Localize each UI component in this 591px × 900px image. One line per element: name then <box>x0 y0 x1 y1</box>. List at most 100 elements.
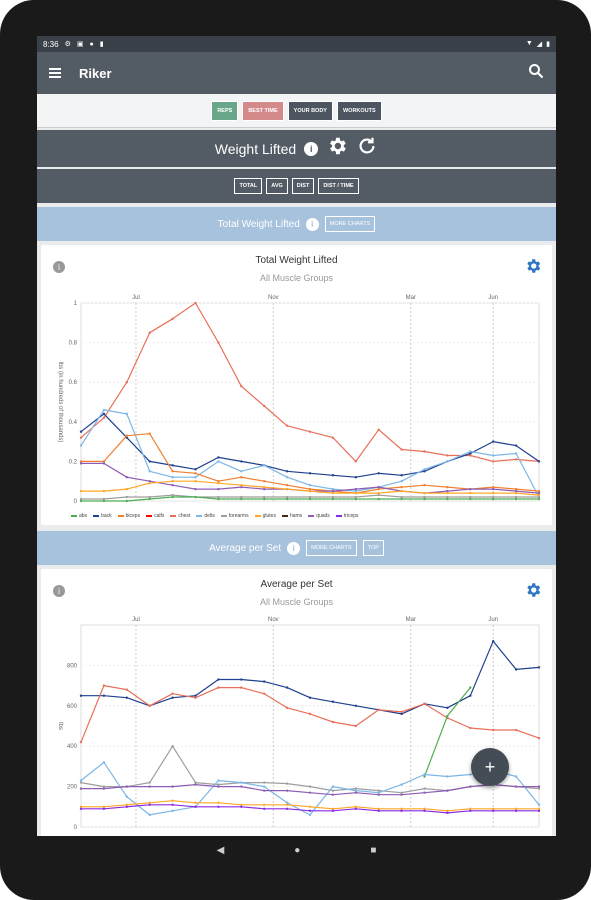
legend-item-glutes[interactable]: glutes <box>254 513 276 519</box>
data-point-glutes <box>354 805 357 808</box>
add-button[interactable]: + <box>471 748 509 786</box>
refresh-icon[interactable] <box>356 135 378 163</box>
data-point-chest <box>102 684 106 687</box>
data-point-glutes <box>377 807 380 811</box>
legend-item-quads[interactable]: quads <box>308 513 330 519</box>
data-point-chest <box>354 460 357 463</box>
data-point-chest <box>400 710 403 714</box>
data-point-abs <box>79 499 83 503</box>
data-point-forearms <box>331 789 335 792</box>
y-axis-label: lbs <box>57 722 63 730</box>
legend-item-triceps[interactable]: triceps <box>335 513 359 519</box>
data-point-chest <box>514 728 518 732</box>
data-point-back <box>514 668 518 671</box>
top-button[interactable]: TOP <box>362 540 384 556</box>
data-point-back <box>240 460 243 463</box>
tab-your-body[interactable]: YOUR BODY <box>287 100 333 121</box>
data-point-glutes <box>377 491 380 495</box>
data-point-abs <box>194 495 197 499</box>
recents-icon[interactable]: ■ <box>370 844 377 856</box>
data-point-abs <box>125 499 128 503</box>
more-charts-button[interactable]: MORE CHARTS <box>306 540 357 556</box>
info-icon[interactable]: i <box>305 217 319 231</box>
home-icon[interactable]: ● <box>294 844 301 856</box>
data-point-quads <box>217 487 220 491</box>
data-point-forearms <box>400 791 403 794</box>
data-point-quads <box>125 476 128 479</box>
more-charts-button[interactable]: MORE CHARTS <box>324 216 376 232</box>
data-point-delts <box>148 813 151 817</box>
data-point-glutes <box>194 801 197 804</box>
data-point-glutes <box>125 803 128 806</box>
data-point-chest <box>446 454 449 457</box>
legend-swatch <box>71 515 77 517</box>
legend-label: back <box>101 513 112 519</box>
y-tick-label: 800 <box>67 663 78 669</box>
legend-item-back[interactable]: back <box>93 513 112 519</box>
data-point-triceps <box>377 809 380 813</box>
chart-gear-icon[interactable] <box>524 581 542 604</box>
legend-item-biceps[interactable]: biceps <box>117 513 140 519</box>
legend-swatch <box>220 515 227 517</box>
chart-legend: abs back biceps calfs chest delts forearms glut… <box>71 513 359 519</box>
status-bar: 8:36 ⚙ ▣ ● ▮ ▼ ◢ ▮ <box>37 36 556 52</box>
chart-info-icon[interactable]: i <box>53 585 65 597</box>
data-point-biceps <box>377 487 380 491</box>
data-point-glutes <box>400 807 403 811</box>
aggregation-bar: TOTAL AVG DIST DIST / TIME <box>37 169 556 203</box>
info-icon[interactable]: i <box>304 141 319 156</box>
data-point-chest <box>377 708 380 712</box>
data-point-quads <box>194 783 197 786</box>
info-icon[interactable]: i <box>287 541 301 555</box>
legend-item-hams[interactable]: hams <box>281 513 302 519</box>
data-point-abs <box>217 497 220 501</box>
legend-swatch <box>254 515 261 517</box>
avg-button[interactable]: AVG <box>266 178 288 194</box>
tab-reps[interactable]: REPS <box>211 100 239 121</box>
legend-item-calfs[interactable]: calfs <box>146 513 164 519</box>
data-point-quads <box>331 793 335 796</box>
data-point-quads <box>125 785 128 788</box>
dist-button[interactable]: DIST <box>291 178 315 194</box>
tab-workouts[interactable]: WORKOUTS <box>336 100 382 121</box>
data-point-glutes <box>285 487 289 491</box>
data-point-quads <box>354 487 357 491</box>
chart-title: Average per Set <box>260 579 333 590</box>
dist-time-button[interactable]: DIST / TIME <box>318 178 359 194</box>
data-point-delts <box>514 452 518 455</box>
data-point-glutes <box>240 803 243 806</box>
data-point-abs <box>148 497 151 501</box>
legend-label: triceps <box>343 513 359 519</box>
menu-icon[interactable] <box>49 68 61 78</box>
data-point-back <box>469 452 472 455</box>
data-point-back <box>423 470 426 473</box>
gear-icon[interactable] <box>326 135 348 163</box>
data-point-forearms <box>446 495 449 499</box>
legend-item-abs[interactable]: abs <box>71 513 87 519</box>
chart-gear-icon[interactable] <box>524 257 542 280</box>
data-point-glutes <box>240 483 243 487</box>
data-point-abs <box>354 497 357 501</box>
total-weight-chart[interactable]: 0 0.2 0.4 0.6 0.8 1 Jul Nov Mar Jun lbs (in hundre… <box>41 245 552 525</box>
average-per-set-chart[interactable]: 0 200 400 600 800 Jul Nov Mar Jun lbs <box>41 569 552 839</box>
total-button[interactable]: TOTAL <box>234 178 263 194</box>
data-point-back <box>331 474 335 477</box>
data-point-back <box>400 712 403 716</box>
data-point-quads <box>148 785 151 788</box>
search-icon[interactable] <box>528 63 544 84</box>
back-icon[interactable]: ◀ <box>216 844 225 856</box>
data-point-delts <box>308 483 312 487</box>
data-point-glutes <box>354 491 357 495</box>
wifi-icon: ▼ <box>525 40 533 47</box>
legend-item-forearms[interactable]: forearms <box>220 513 249 519</box>
data-point-abs <box>102 499 106 503</box>
data-point-triceps <box>423 809 426 813</box>
data-point-back <box>285 686 289 689</box>
legend-item-delts[interactable]: delts <box>196 513 215 519</box>
tab-best-time[interactable]: BEST TIME <box>242 100 284 121</box>
data-point-glutes <box>102 805 106 808</box>
chart-info-icon[interactable]: i <box>53 261 65 273</box>
data-point-triceps <box>148 803 151 806</box>
legend-item-chest[interactable]: chest <box>170 513 190 519</box>
x-tick-label: Nov <box>268 617 279 623</box>
